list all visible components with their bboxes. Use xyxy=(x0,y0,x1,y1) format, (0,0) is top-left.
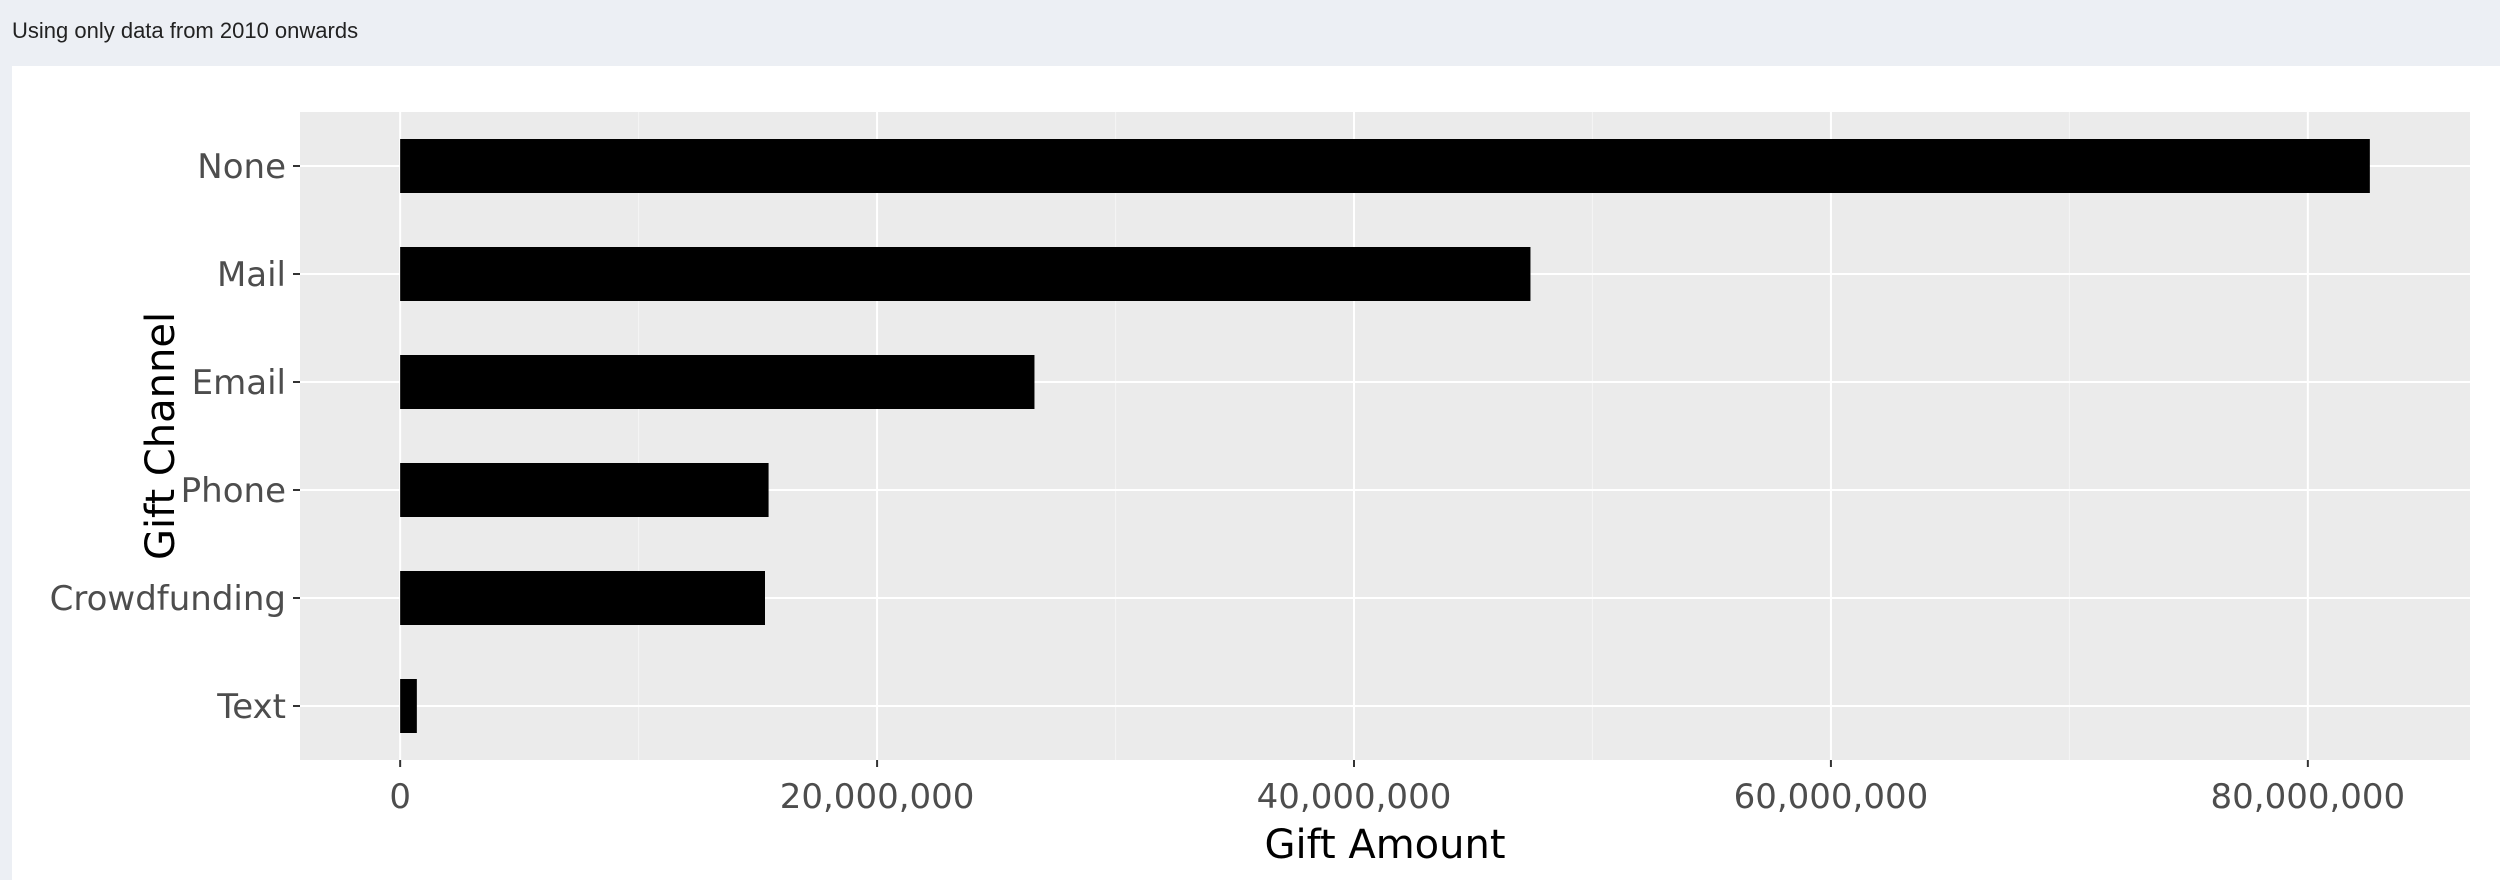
y-tick-label: Phone xyxy=(181,471,286,511)
y-axis-title: Gift Channel xyxy=(138,312,184,560)
y-axis: None Mail Email Phone Crowdfunding Text xyxy=(50,147,300,727)
plot-panel xyxy=(300,112,2470,760)
bar-phone xyxy=(400,463,769,517)
bar-none xyxy=(400,139,2370,193)
bar-mail xyxy=(400,247,1531,301)
plot-card: None Mail Email Phone Crowdfunding Text 0 20,0… xyxy=(12,66,2500,880)
y-tick-label: Text xyxy=(216,687,286,727)
y-tick-label: Email xyxy=(192,363,286,403)
x-tick-label: 20,000,000 xyxy=(780,777,975,817)
y-tick-label: None xyxy=(197,147,286,187)
x-axis-title: Gift Amount xyxy=(1264,822,1505,868)
x-axis: 0 20,000,000 40,000,000 60,000,000 80,000,00… xyxy=(389,760,2405,817)
data-range-caption: Using only data from 2010 onwards xyxy=(12,18,359,43)
x-tick-label: 80,000,000 xyxy=(2211,777,2406,817)
y-tick-label: Mail xyxy=(217,255,286,295)
y-tick-label: Crowdfunding xyxy=(50,579,286,619)
x-tick-label: 60,000,000 xyxy=(1734,777,1929,817)
bar-text xyxy=(400,679,417,733)
x-tick-label: 40,000,000 xyxy=(1257,777,1452,817)
bar-email xyxy=(400,355,1035,409)
x-tick-label: 0 xyxy=(389,777,411,817)
bar-crowdfunding xyxy=(400,571,765,625)
bars xyxy=(400,139,2370,733)
gift-channel-bar-chart: None Mail Email Phone Crowdfunding Text 0 20,0… xyxy=(50,112,2470,868)
